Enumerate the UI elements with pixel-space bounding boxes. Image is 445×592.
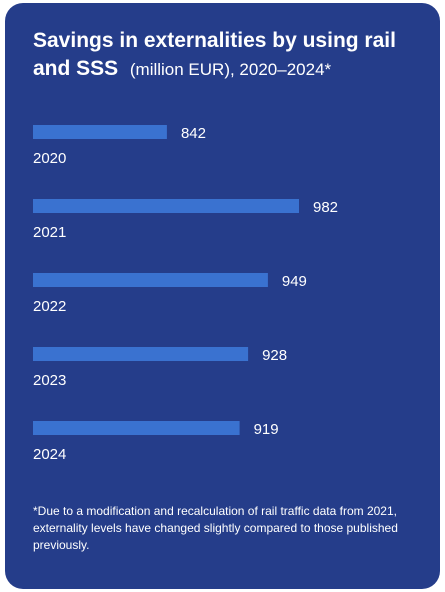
category-label-2021: 2021 (33, 224, 66, 241)
chart-title: Savings in externalities by using rail a… (33, 27, 433, 84)
category-label-2023: 2023 (33, 372, 66, 389)
bar-value-label-2020: 842 (181, 125, 206, 142)
bar-2022 (33, 273, 268, 287)
bar-2021 (33, 199, 299, 213)
bar-chart: 842 2020 982 2021 949 2022 928 2023 919 2024 (33, 125, 338, 463)
category-label-2020: 2020 (33, 150, 66, 167)
bar-value-label-2023: 928 (262, 347, 287, 364)
bar-value-label-2022: 949 (282, 273, 307, 290)
chart-title-bold: Savings in externalities by using rail a… (33, 29, 396, 80)
bar-value-label-2024: 919 (254, 421, 279, 438)
bar-2023 (33, 347, 249, 361)
chart-title-units: (million EUR), 2020–2024* (129, 60, 332, 79)
bar-2020 (33, 125, 167, 139)
category-label-2022: 2022 (33, 298, 66, 315)
chart-card: Savings in externalities by using rail a… (5, 3, 440, 589)
category-label-2024: 2024 (33, 446, 66, 463)
bar-value-label-2021: 982 (313, 199, 338, 216)
bar-2024 (33, 421, 240, 435)
footnote: *Due to a modification and recalculation… (33, 504, 398, 552)
